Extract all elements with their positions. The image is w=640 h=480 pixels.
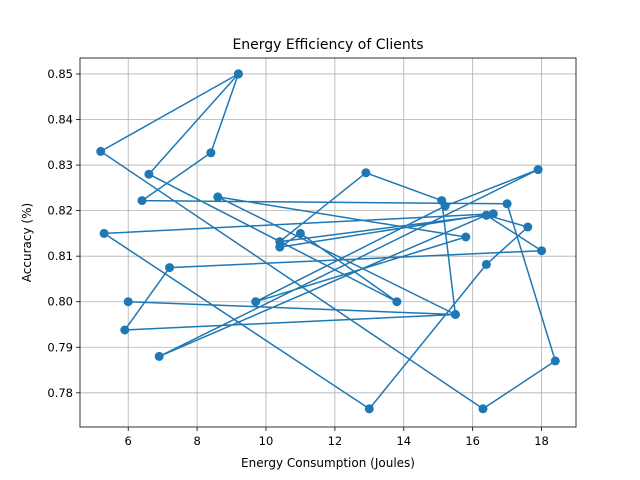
data-point bbox=[275, 237, 285, 247]
data-point bbox=[478, 404, 488, 414]
data-point bbox=[523, 222, 533, 232]
y-tick-label: 0.78 bbox=[47, 386, 73, 400]
data-point bbox=[361, 168, 371, 178]
data-point bbox=[481, 259, 491, 269]
x-tick-label: 6 bbox=[125, 434, 132, 448]
x-tick-label: 14 bbox=[396, 434, 411, 448]
series-layer bbox=[96, 69, 560, 414]
data-point bbox=[96, 146, 106, 156]
y-axis-label: Accuracy (%) bbox=[20, 203, 34, 282]
x-tick-label: 18 bbox=[534, 434, 549, 448]
x-axis-label: Energy Consumption (Joules) bbox=[241, 456, 415, 470]
y-tick-label: 0.81 bbox=[47, 249, 73, 263]
data-point bbox=[206, 148, 216, 158]
data-point bbox=[233, 69, 243, 79]
y-tick-label: 0.80 bbox=[47, 295, 73, 309]
data-point bbox=[364, 404, 374, 414]
data-point bbox=[123, 297, 133, 307]
data-point bbox=[488, 209, 498, 219]
y-tick-label: 0.85 bbox=[47, 67, 73, 81]
data-point bbox=[537, 246, 547, 256]
chart-title: Energy Efficiency of Clients bbox=[232, 37, 423, 53]
grid-lines bbox=[80, 58, 576, 427]
axis-ticks: 6 8 10 12 14 16 18 0.78 0.79 0.80 0.81 0.82 0.83 0.84… bbox=[47, 67, 548, 448]
y-tick-label: 0.83 bbox=[47, 158, 73, 172]
y-tick-label: 0.79 bbox=[47, 340, 73, 354]
data-point bbox=[550, 356, 560, 366]
data-point bbox=[533, 165, 543, 175]
x-tick-label: 10 bbox=[259, 434, 274, 448]
data-point bbox=[154, 351, 164, 361]
y-tick-label: 0.82 bbox=[47, 204, 73, 218]
data-point bbox=[99, 228, 109, 238]
data-point bbox=[137, 196, 147, 206]
data-point bbox=[392, 297, 402, 307]
data-point bbox=[437, 196, 447, 206]
y-tick-label: 0.84 bbox=[47, 113, 73, 127]
data-point bbox=[251, 297, 261, 307]
x-tick-label: 12 bbox=[328, 434, 343, 448]
data-point bbox=[144, 169, 154, 179]
series-line bbox=[99, 73, 557, 410]
plot-frame bbox=[79, 57, 577, 428]
data-point bbox=[450, 310, 460, 319]
data-point bbox=[502, 199, 512, 209]
data-point bbox=[481, 210, 491, 220]
x-tick-label: 16 bbox=[465, 434, 480, 448]
data-point bbox=[461, 232, 471, 242]
data-point bbox=[295, 228, 305, 238]
data-point bbox=[165, 263, 175, 273]
x-tick-label: 8 bbox=[193, 434, 200, 448]
data-point bbox=[213, 192, 223, 202]
data-point bbox=[120, 325, 130, 335]
